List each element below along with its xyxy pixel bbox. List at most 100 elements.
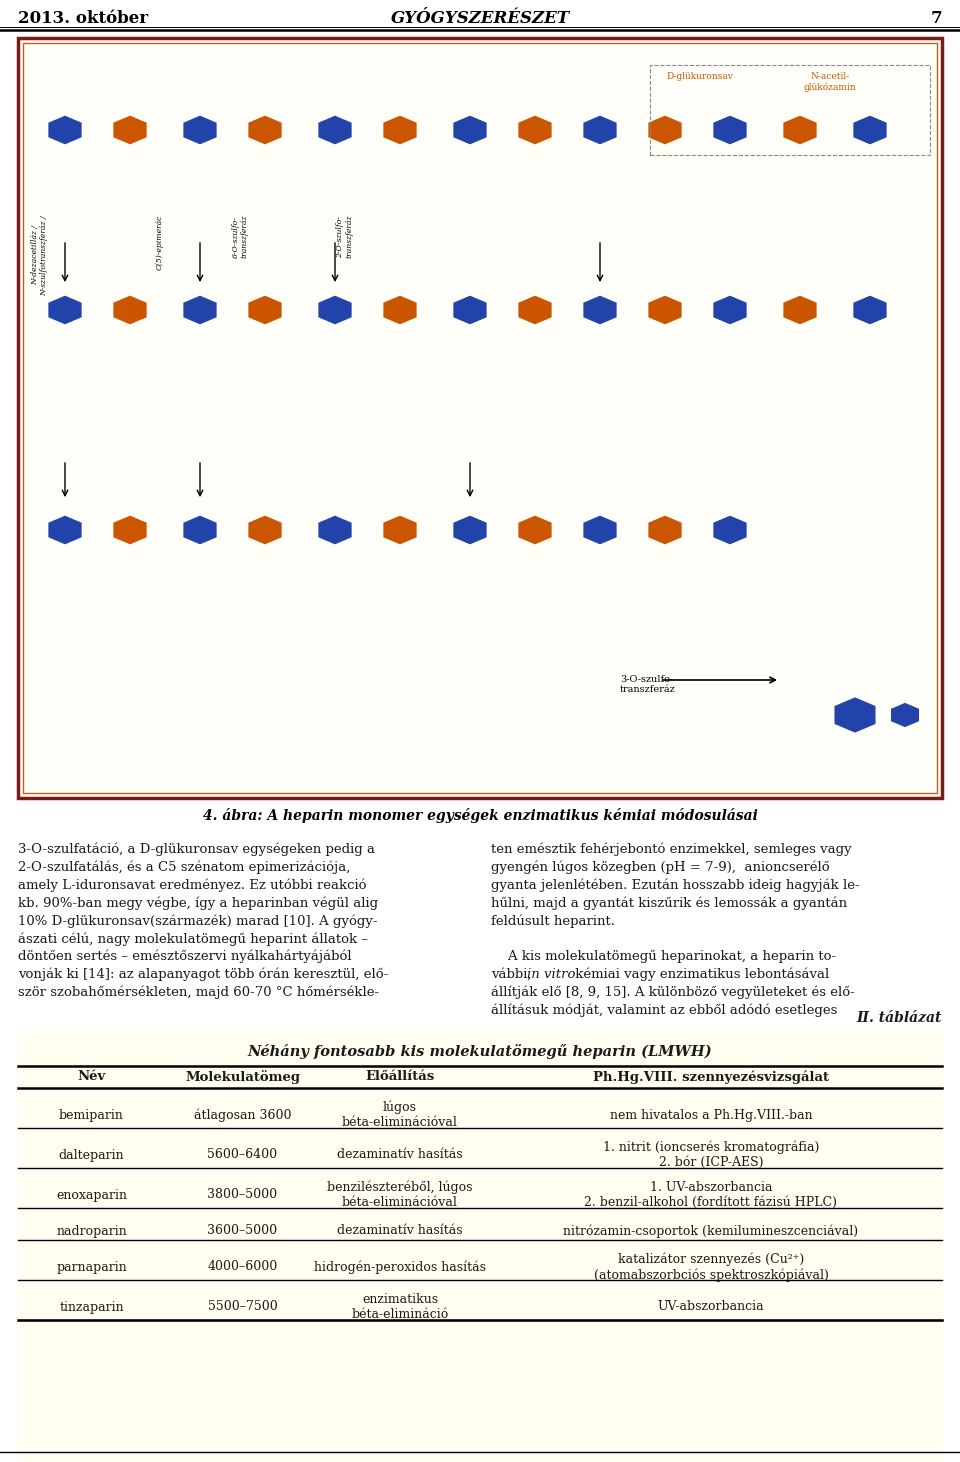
- Bar: [23, 42, 937, 792]
- Text: 5500–7500: 5500–7500: [207, 1301, 277, 1313]
- Polygon shape: [320, 117, 350, 143]
- Polygon shape: [585, 117, 615, 143]
- Text: 7: 7: [930, 10, 942, 26]
- Polygon shape: [854, 297, 885, 323]
- Text: Ph.Hg.VIII. szennyezésvizsgálat: Ph.Hg.VIII. szennyezésvizsgálat: [593, 1070, 829, 1083]
- Text: Molekulatömeg: Molekulatömeg: [185, 1070, 300, 1083]
- Text: ászati célú, nagy molekulatömegű heparint állatok –: ászati célú, nagy molekulatömegű heparin…: [18, 931, 368, 946]
- Text: 4. ábra: A heparin monomer egységek enzimatikus kémiai módosulásai: 4. ábra: A heparin monomer egységek enzi…: [203, 808, 757, 823]
- Text: katalizátor szennyezés (Cu²⁺): katalizátor szennyezés (Cu²⁺): [618, 1253, 804, 1266]
- Text: kémiai vagy enzimatikus lebontásával: kémiai vagy enzimatikus lebontásával: [571, 968, 829, 981]
- Polygon shape: [454, 297, 486, 323]
- Polygon shape: [649, 297, 681, 323]
- Text: döntően sertés – emésztőszervi nyálkahártyájából: döntően sertés – emésztőszervi nyálkahár…: [18, 950, 351, 963]
- Text: II. táblázat: II. táblázat: [856, 1012, 942, 1025]
- Text: D-glükuronsav: D-glükuronsav: [666, 72, 733, 80]
- Text: 3-O-szulfatáció, a D-glükuronsav egységeken pedig a: 3-O-szulfatáció, a D-glükuronsav egysége…: [18, 844, 375, 857]
- Text: béta-elimináció: béta-elimináció: [351, 1308, 448, 1322]
- Text: 2-O-szulfo-
transzferáz: 2-O-szulfo- transzferáz: [336, 215, 353, 259]
- Bar: [650, 64, 930, 155]
- Polygon shape: [784, 297, 816, 323]
- Polygon shape: [714, 516, 746, 544]
- Text: 3600–5000: 3600–5000: [207, 1225, 277, 1237]
- Text: dezaminatív hasítás: dezaminatív hasítás: [337, 1225, 463, 1237]
- Text: gyanta jelenlétében. Ezután hosszabb ideig hagyják le-: gyanta jelenlétében. Ezután hosszabb ide…: [491, 879, 859, 892]
- Polygon shape: [454, 117, 486, 143]
- Text: hűlni, majd a gyantát kiszűrik és lemossák a gyantán: hűlni, majd a gyantát kiszűrik és lemoss…: [491, 896, 847, 909]
- Text: állításuk módját, valamint az ebből adódó esetleges: állításuk módját, valamint az ebből adód…: [491, 1003, 837, 1016]
- Text: 6-O-szulfo-
transzferáz: 6-O-szulfo- transzferáz: [231, 215, 249, 259]
- Text: Előállítás: Előállítás: [366, 1070, 435, 1083]
- Text: béta-eliminációval: béta-eliminációval: [342, 1196, 458, 1209]
- Polygon shape: [649, 516, 681, 544]
- Text: enzimatikus: enzimatikus: [362, 1292, 438, 1306]
- Text: Név: Név: [78, 1070, 106, 1083]
- Text: (atomabszorbciós spektroszkópiával): (atomabszorbciós spektroszkópiával): [593, 1268, 828, 1282]
- Polygon shape: [320, 516, 350, 544]
- Text: UV-abszorbancia: UV-abszorbancia: [658, 1301, 764, 1313]
- Polygon shape: [320, 297, 350, 323]
- Polygon shape: [114, 516, 146, 544]
- Text: bemiparin: bemiparin: [60, 1108, 124, 1121]
- Text: N-dezacetilláz /
N-szulfotranszferáz /: N-dezacetilláz / N-szulfotranszferáz /: [32, 215, 49, 295]
- Text: A kis molekulatömegű heparinokat, a heparin to-: A kis molekulatömegű heparinokat, a hepa…: [491, 950, 836, 963]
- Text: nem hivatalos a Ph.Hg.VIII.-ban: nem hivatalos a Ph.Hg.VIII.-ban: [610, 1108, 812, 1121]
- Text: átlagosan 3600: átlagosan 3600: [194, 1108, 291, 1121]
- Polygon shape: [835, 699, 875, 731]
- Bar: [18, 38, 942, 798]
- Text: 3-O-szulfo-
transzferáz: 3-O-szulfo- transzferáz: [620, 675, 676, 694]
- Text: parnaparin: parnaparin: [56, 1260, 127, 1273]
- Text: kb. 90%-ban megy végbe, így a heparinban végül alig: kb. 90%-ban megy végbe, így a heparinban…: [18, 896, 378, 909]
- Polygon shape: [384, 297, 416, 323]
- Text: gyengén lúgos közegben (pH = 7-9),  anioncserélő: gyengén lúgos közegben (pH = 7-9), anion…: [491, 861, 829, 874]
- Text: 1. nitrit (ioncserés kromatográfia): 1. nitrit (ioncserés kromatográfia): [603, 1140, 819, 1155]
- Polygon shape: [114, 117, 146, 143]
- Text: in vitro: in vitro: [527, 968, 576, 981]
- Text: benzilészteréből, lúgos: benzilészteréből, lúgos: [327, 1181, 472, 1194]
- Polygon shape: [250, 297, 280, 323]
- Polygon shape: [384, 117, 416, 143]
- Polygon shape: [454, 516, 486, 544]
- Text: vonják ki [14]: az alapanyagot több órán keresztül, elő-: vonják ki [14]: az alapanyagot több órán…: [18, 968, 388, 981]
- Text: 1. UV-abszorbancia: 1. UV-abszorbancia: [650, 1181, 772, 1194]
- Polygon shape: [854, 117, 885, 143]
- Text: amely L-iduronsavat eredményez. Ez utóbbi reakció: amely L-iduronsavat eredményez. Ez utóbb…: [18, 879, 367, 892]
- Polygon shape: [585, 516, 615, 544]
- Polygon shape: [49, 117, 81, 143]
- Polygon shape: [585, 297, 615, 323]
- Text: 10% D-glükuronsav(származék) marad [10]. A gyógy-: 10% D-glükuronsav(származék) marad [10].…: [18, 914, 377, 928]
- Text: nadroparin: nadroparin: [56, 1225, 127, 1237]
- Polygon shape: [714, 297, 746, 323]
- Polygon shape: [892, 705, 918, 727]
- Text: 4000–6000: 4000–6000: [207, 1260, 277, 1273]
- Bar: [18, 1031, 942, 1462]
- Polygon shape: [184, 117, 216, 143]
- Text: 5600–6400: 5600–6400: [207, 1149, 277, 1161]
- Text: ten emésztik fehérjebontó enzimekkel, semleges vagy: ten emésztik fehérjebontó enzimekkel, se…: [491, 844, 852, 857]
- Text: N-acetil-
glükózamin: N-acetil- glükózamin: [804, 72, 856, 92]
- Text: dalteparin: dalteparin: [59, 1149, 124, 1161]
- Polygon shape: [49, 516, 81, 544]
- Polygon shape: [250, 516, 280, 544]
- Text: tinzaparin: tinzaparin: [60, 1301, 124, 1313]
- Text: béta-eliminációval: béta-eliminációval: [342, 1116, 458, 1129]
- Polygon shape: [184, 297, 216, 323]
- Text: 2. bór (ICP-AES): 2. bór (ICP-AES): [659, 1156, 763, 1170]
- Polygon shape: [519, 117, 551, 143]
- Text: Néhány fontosabb kis molekulatömegű heparin (LMWH): Néhány fontosabb kis molekulatömegű hepa…: [248, 1044, 712, 1058]
- Polygon shape: [649, 117, 681, 143]
- Text: 3800–5000: 3800–5000: [207, 1189, 277, 1202]
- Polygon shape: [49, 297, 81, 323]
- Polygon shape: [250, 117, 280, 143]
- Polygon shape: [519, 516, 551, 544]
- Text: enoxaparin: enoxaparin: [56, 1189, 127, 1202]
- Text: 2. benzil-alkohol (fordított fázisú HPLC): 2. benzil-alkohol (fordított fázisú HPLC…: [585, 1196, 837, 1209]
- Text: GYÓGYSZERÉSZET: GYÓGYSZERÉSZET: [391, 10, 569, 26]
- Polygon shape: [519, 297, 551, 323]
- Text: C(5)-epimerác: C(5)-epimerác: [156, 215, 164, 270]
- Polygon shape: [714, 117, 746, 143]
- Polygon shape: [784, 117, 816, 143]
- Text: feldúsult heparint.: feldúsult heparint.: [491, 914, 615, 928]
- Text: hidrogén-peroxidos hasítás: hidrogén-peroxidos hasítás: [314, 1260, 486, 1273]
- Text: lúgos: lúgos: [383, 1101, 417, 1114]
